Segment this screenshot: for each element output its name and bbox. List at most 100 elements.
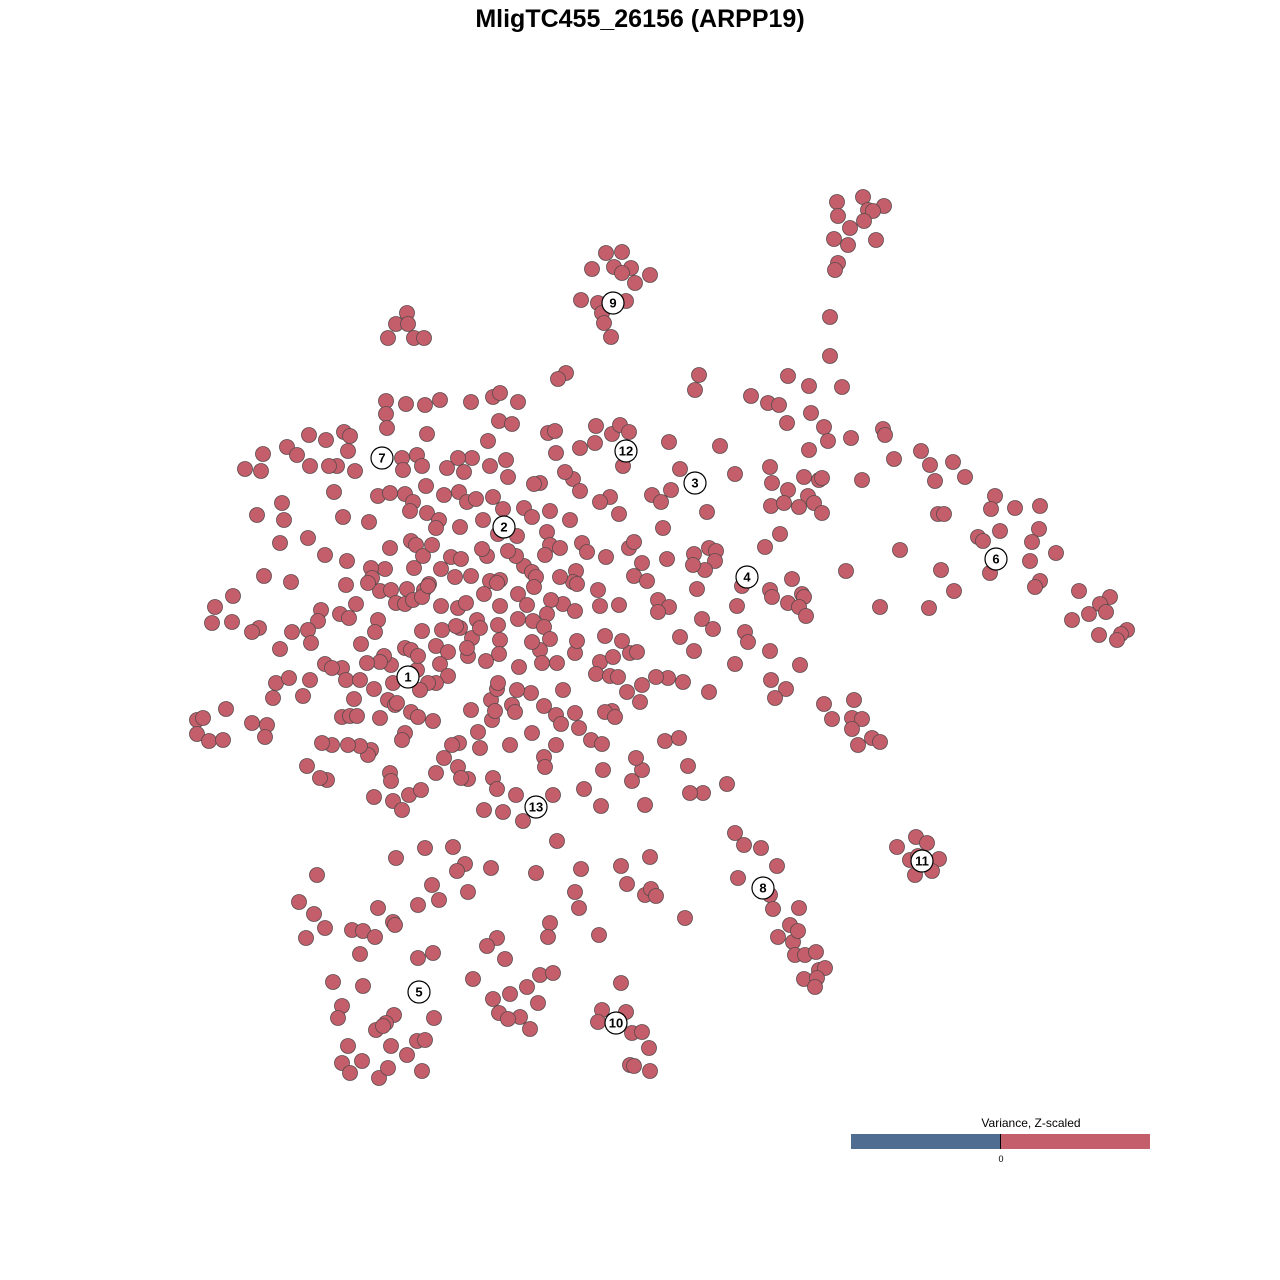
data-point: [300, 530, 316, 546]
data-point: [757, 539, 773, 555]
cluster-label-text: 3: [691, 476, 698, 491]
data-point: [291, 894, 307, 910]
data-point: [641, 1040, 657, 1056]
data-point: [553, 716, 569, 732]
data-point: [460, 884, 476, 900]
data-point: [340, 443, 356, 459]
data-point: [448, 618, 464, 634]
data-point: [335, 509, 351, 525]
data-point: [771, 397, 787, 413]
cluster-label-5: 5: [407, 980, 431, 1004]
data-point: [595, 762, 611, 778]
data-point: [552, 569, 568, 585]
data-point: [591, 927, 607, 943]
data-point: [569, 576, 585, 592]
data-point: [295, 688, 311, 704]
data-point: [359, 655, 375, 671]
data-point: [244, 715, 260, 731]
cluster-label-4: 4: [735, 565, 759, 589]
data-point: [491, 413, 507, 429]
cluster-label-text: 5: [415, 985, 422, 1000]
data-point: [410, 950, 426, 966]
data-point: [342, 428, 358, 444]
data-point: [419, 426, 435, 442]
data-point: [627, 275, 643, 291]
data-point: [382, 540, 398, 556]
data-point: [567, 884, 583, 900]
data-point: [803, 405, 819, 421]
data-point: [555, 682, 571, 698]
data-point: [705, 621, 721, 637]
cluster-label-10: 10: [604, 1011, 628, 1035]
data-point: [840, 237, 856, 253]
data-point: [492, 632, 508, 648]
data-point: [526, 579, 542, 595]
data-point: [301, 427, 317, 443]
data-point: [921, 600, 937, 616]
data-point: [614, 244, 630, 260]
data-point: [1071, 583, 1087, 599]
data-point: [868, 232, 884, 248]
data-point: [318, 432, 334, 448]
data-point: [778, 681, 794, 697]
data-point: [458, 595, 474, 611]
data-point: [827, 262, 843, 278]
data-point: [310, 613, 326, 629]
data-point: [1027, 579, 1043, 595]
data-point: [524, 634, 540, 650]
data-point: [629, 644, 645, 660]
data-point: [265, 690, 281, 706]
data-point: [338, 577, 354, 593]
data-point: [542, 915, 558, 931]
data-point: [572, 440, 588, 456]
data-point: [400, 316, 416, 332]
cluster-label-text: 13: [529, 800, 543, 815]
cluster-label-text: 9: [609, 296, 616, 311]
data-point: [992, 523, 1008, 539]
data-point: [272, 641, 288, 657]
data-point: [829, 194, 845, 210]
data-point: [539, 606, 555, 622]
data-point: [413, 782, 429, 798]
data-point: [360, 575, 376, 591]
cluster-label-circle: [614, 439, 638, 463]
data-point: [946, 583, 962, 599]
data-point: [377, 561, 393, 577]
data-point: [597, 628, 613, 644]
data-point: [838, 563, 854, 579]
data-point: [545, 965, 561, 981]
data-point: [801, 442, 817, 458]
data-point: [410, 648, 426, 664]
data-point: [414, 1063, 430, 1079]
data-point: [474, 541, 490, 557]
data-point: [215, 732, 231, 748]
data-point: [769, 858, 785, 874]
colorbar-high-segment: [1001, 1134, 1150, 1149]
points-layer: [189, 189, 1135, 1086]
data-point: [796, 469, 812, 485]
data-point: [657, 733, 673, 749]
data-point: [549, 833, 565, 849]
data-point: [614, 633, 630, 649]
data-point: [380, 1060, 396, 1076]
data-point: [814, 470, 830, 486]
data-point: [691, 367, 707, 383]
data-point: [1031, 521, 1047, 537]
cluster-label-7: 7: [370, 446, 394, 470]
data-point: [936, 506, 952, 522]
data-point: [417, 840, 433, 856]
data-point: [877, 427, 893, 443]
data-point: [317, 547, 333, 563]
cluster-label-text: 7: [378, 451, 385, 466]
data-point: [340, 737, 356, 753]
data-point: [933, 562, 949, 578]
data-point: [272, 535, 288, 551]
data-point: [321, 458, 337, 474]
data-point: [524, 725, 540, 741]
data-point: [957, 469, 973, 485]
data-point: [492, 385, 508, 401]
data-point: [648, 669, 664, 685]
data-point: [485, 991, 501, 1007]
data-point: [865, 203, 881, 219]
